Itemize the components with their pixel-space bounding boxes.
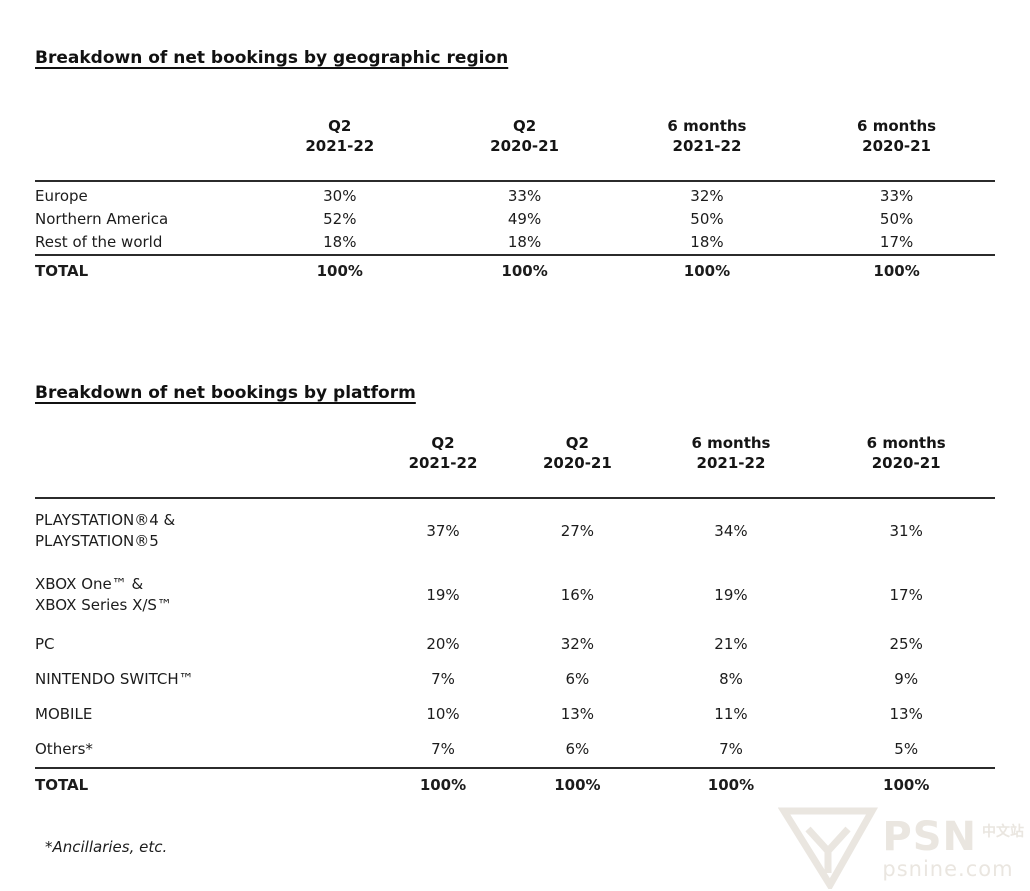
value-cell: 33% xyxy=(507,187,542,205)
row-label: TOTAL xyxy=(35,776,89,794)
value-cell: 100% xyxy=(873,262,920,280)
value-cell: 17% xyxy=(879,233,914,251)
table-row: Europe 30% 33% 32% 33% xyxy=(35,181,995,208)
footnote: *Ancillaries, etc. xyxy=(45,838,168,856)
row-label: Northern America xyxy=(35,210,169,228)
column-header: 6 months 2020-21 xyxy=(857,117,937,155)
column-header: 6 months 2020-21 xyxy=(866,434,946,472)
value-cell: 37% xyxy=(426,521,460,540)
value-cell: 100% xyxy=(501,262,548,280)
value-cell: 32% xyxy=(690,187,724,205)
value-cell: 27% xyxy=(560,521,595,540)
value-cell: 6% xyxy=(565,740,590,758)
value-cell: 18% xyxy=(690,233,724,251)
row-label: Rest of the world xyxy=(35,233,163,251)
value-cell: 25% xyxy=(889,635,923,653)
table-row: Others* 7% 6% 7% 5% xyxy=(35,732,995,768)
column-header-empty xyxy=(35,98,246,181)
value-cell: 100% xyxy=(419,776,467,794)
total-row: TOTAL 100% 100% 100% 100% xyxy=(35,255,995,289)
value-cell: 5% xyxy=(894,740,919,758)
value-cell: 7% xyxy=(719,740,743,758)
column-header-empty xyxy=(35,403,376,498)
value-cell: 30% xyxy=(323,187,357,205)
geo-table-header-row: Q2 2021-22 Q2 2020-21 6 months 2021-22 6… xyxy=(35,98,995,181)
value-cell: 7% xyxy=(431,670,455,688)
document-page: Breakdown of net bookings by geographic … xyxy=(35,48,995,856)
value-cell: 11% xyxy=(714,705,748,723)
value-cell: 19% xyxy=(426,585,460,604)
row-label: MOBILE xyxy=(35,705,93,723)
watermark-domain: psnine.com xyxy=(882,856,1014,881)
platform-table: Q2 2021-22 Q2 2020-21 6 months 2021-22 6… xyxy=(35,403,995,804)
section-title-geographic: Breakdown of net bookings by geographic … xyxy=(35,48,509,68)
value-cell: 34% xyxy=(714,521,748,540)
value-cell: 16% xyxy=(560,585,595,604)
value-cell: 100% xyxy=(316,262,363,280)
value-cell: 52% xyxy=(323,210,357,228)
table-row: NINTENDO SWITCH™ 7% 6% 8% 9% xyxy=(35,662,995,697)
table-row: PLAYSTATION®4 & PLAYSTATION®5 37% 27% 34… xyxy=(35,498,995,563)
value-cell: 49% xyxy=(507,210,542,228)
table-row: Rest of the world 18% 18% 18% 17% xyxy=(35,231,995,255)
value-cell: 18% xyxy=(507,233,542,251)
platform-table-header-row: Q2 2021-22 Q2 2020-21 6 months 2021-22 6… xyxy=(35,403,995,498)
row-label: NINTENDO SWITCH™ xyxy=(35,670,194,688)
table-row: PC 20% 32% 21% 25% xyxy=(35,627,995,662)
value-cell: 13% xyxy=(889,705,923,723)
column-header: 6 months 2021-22 xyxy=(691,434,771,472)
value-cell: 20% xyxy=(426,635,460,653)
column-header: Q2 2021-22 xyxy=(305,117,375,155)
column-header: 6 months 2021-22 xyxy=(667,117,747,155)
value-cell: 32% xyxy=(560,635,595,653)
value-cell: 6% xyxy=(565,670,590,688)
column-header: Q2 2020-21 xyxy=(542,434,612,472)
value-cell: 100% xyxy=(683,262,731,280)
column-header: Q2 2021-22 xyxy=(408,434,478,472)
column-header: Q2 2020-21 xyxy=(490,117,559,155)
table-row: MOBILE 10% 13% 11% 13% xyxy=(35,697,995,732)
row-label: XBOX One™ & XBOX Series X/S™ xyxy=(35,575,172,614)
value-cell: 7% xyxy=(431,740,455,758)
geo-table: Q2 2021-22 Q2 2020-21 6 months 2021-22 6… xyxy=(35,98,995,289)
value-cell: 100% xyxy=(883,776,930,794)
value-cell: 9% xyxy=(894,670,919,688)
value-cell: 21% xyxy=(714,635,748,653)
value-cell: 8% xyxy=(719,670,743,688)
value-cell: 100% xyxy=(707,776,755,794)
value-cell: 33% xyxy=(879,187,914,205)
value-cell: 50% xyxy=(690,210,724,228)
row-label: TOTAL xyxy=(35,262,89,280)
value-cell: 18% xyxy=(323,233,357,251)
value-cell: 100% xyxy=(554,776,601,794)
table-row: XBOX One™ & XBOX Series X/S™ 19% 16% 19%… xyxy=(35,563,995,627)
value-cell: 31% xyxy=(889,521,923,540)
value-cell: 19% xyxy=(714,585,748,604)
value-cell: 50% xyxy=(879,210,914,228)
total-row: TOTAL 100% 100% 100% 100% xyxy=(35,768,995,804)
row-label: Europe xyxy=(35,187,88,205)
value-cell: 13% xyxy=(560,705,595,723)
row-label: PLAYSTATION®4 & PLAYSTATION®5 xyxy=(35,511,176,550)
row-label: Others* xyxy=(35,740,93,758)
row-label: PC xyxy=(35,635,55,653)
value-cell: 17% xyxy=(889,585,923,604)
table-row: Northern America 52% 49% 50% 50% xyxy=(35,208,995,231)
section-title-platform: Breakdown of net bookings by platform xyxy=(35,383,416,403)
value-cell: 10% xyxy=(426,705,460,723)
